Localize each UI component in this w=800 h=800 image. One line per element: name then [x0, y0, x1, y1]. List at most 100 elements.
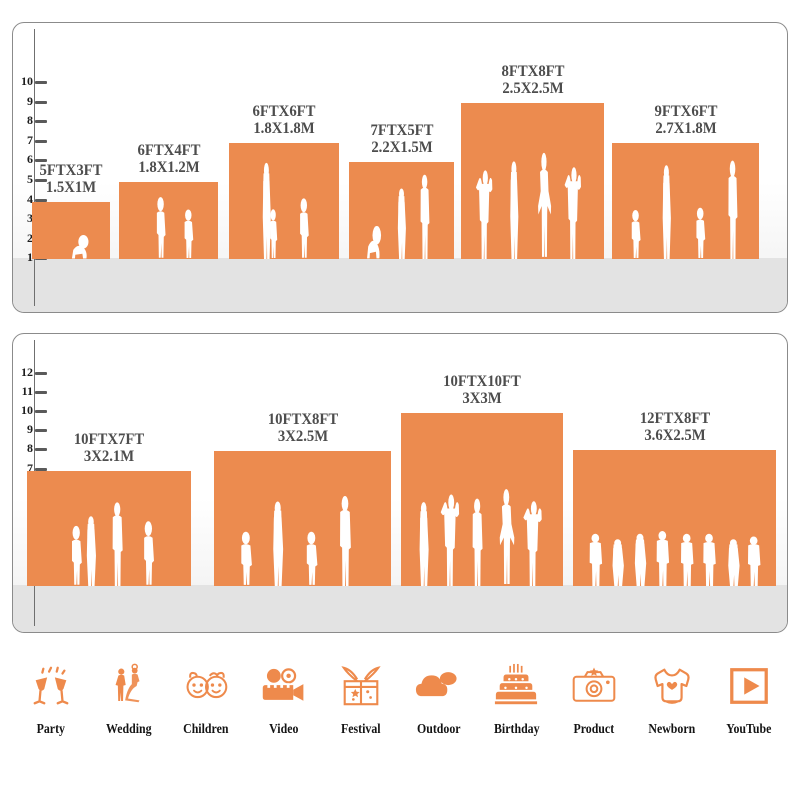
backdrop-size-bar[interactable]	[119, 182, 218, 259]
wedding-couple-icon	[90, 655, 168, 717]
bar-size-label: 10FTX10FT 3X3M	[397, 373, 568, 408]
people-silhouettes	[27, 471, 191, 586]
y-axis-tick-label: 8	[27, 113, 33, 128]
bar-size-label: 5FTX3FT 1.5X1M	[13, 162, 157, 197]
panel-floor	[13, 585, 787, 632]
movie-camera-icon	[245, 655, 323, 717]
use-case-wedding[interactable]: Wedding	[90, 655, 168, 737]
bar-size-meters: 2.2X1.5M	[370, 139, 433, 157]
bar-size-feet: 12FTX8FT	[639, 410, 710, 427]
bar-size-meters: 2.5X2.5M	[501, 80, 564, 98]
backdrop-size-bar[interactable]	[349, 162, 454, 259]
bar-size-feet: 8FTX8FT	[501, 63, 564, 80]
bar-size-label: 10FTX7FT 3X2.1M	[24, 431, 195, 466]
children-faces-icon	[167, 655, 245, 717]
y-axis-tick-label: 4	[27, 191, 33, 206]
play-button-icon	[710, 655, 788, 717]
y-axis-tick-label: 10	[21, 403, 33, 418]
y-axis-tick-label: 8	[27, 441, 33, 456]
bar-size-label: 6FTX4FT 1.8X1.2M	[83, 142, 254, 177]
backdrop-size-bar[interactable]	[229, 143, 339, 259]
backdrop-size-bar[interactable]	[27, 471, 191, 586]
use-case-youtube[interactable]: YouTube	[710, 655, 788, 737]
use-case-product[interactable]: Product	[555, 655, 633, 737]
y-axis-tick-mark	[35, 410, 47, 414]
bar-size-label: 10FTX8FT 3X2.5M	[217, 411, 388, 446]
use-case-label: Newborn	[648, 721, 696, 736]
use-case-label: YouTube	[726, 721, 772, 736]
backdrop-size-bar[interactable]	[32, 202, 110, 259]
y-axis-line	[34, 29, 35, 306]
use-case-label: Festival	[341, 721, 381, 736]
use-case-newborn[interactable]: Newborn	[633, 655, 711, 737]
backdrop-size-bar[interactable]	[573, 450, 776, 586]
birthday-cake-icon	[478, 655, 556, 717]
y-axis-tick-label: 7	[27, 460, 33, 475]
small-medium-backdrops-panel: 10 9 8 7 6 5 4 3 2 1	[12, 22, 788, 313]
people-silhouettes	[229, 143, 339, 259]
y-axis-tick-label: 9	[27, 93, 33, 108]
y-axis-tick-label: 10	[21, 74, 33, 88]
y-axis-tick-label: 11	[21, 384, 33, 399]
panel-floor	[13, 258, 787, 312]
backdrop-size-bar[interactable]	[612, 143, 759, 259]
people-silhouettes	[32, 202, 110, 259]
y-axis-tick-mark	[35, 81, 47, 84]
use-case-outdoor[interactable]: Outdoor	[400, 655, 478, 737]
y-axis-tick-label: 1	[27, 250, 33, 265]
bar-size-meters: 2.7X1.8M	[654, 120, 717, 138]
large-backdrops-panel: 12 11 10 9 8 7 6 5 4 3	[12, 333, 788, 633]
photo-camera-icon	[555, 655, 633, 717]
bar-size-meters: 3.6X2.5M	[643, 427, 706, 445]
y-axis-tick-mark	[35, 391, 47, 395]
use-case-label: Product	[573, 721, 615, 736]
cloud-icon	[400, 655, 478, 717]
use-case-label: Video	[268, 721, 299, 736]
bar-size-meters: 1.5X1M	[45, 179, 97, 197]
y-axis-tick-mark	[35, 198, 47, 202]
people-silhouettes	[573, 450, 776, 586]
y-axis-tick-mark	[35, 179, 47, 182]
y-axis-tick-label: 3	[27, 211, 33, 226]
y-axis-tick-mark	[35, 429, 47, 433]
y-axis-tick-mark	[35, 159, 47, 163]
bar-size-meters: 1.8X1.8M	[253, 120, 315, 138]
people-silhouettes	[119, 182, 218, 259]
backdrop-size-bar[interactable]	[461, 103, 604, 259]
use-case-label: Birthday	[493, 721, 540, 736]
backdrop-size-bar[interactable]	[214, 451, 391, 586]
y-axis-tick-label: 7	[27, 132, 33, 147]
y-axis-tick-mark	[35, 467, 47, 471]
bar-size-label: 12FTX8FT 3.6X2.5M	[589, 410, 760, 445]
use-case-video[interactable]: Video	[245, 655, 323, 737]
y-axis-tick-mark	[35, 100, 47, 104]
use-case-icon-strip: Party Wedding Children	[12, 655, 788, 760]
gift-box-icon	[322, 655, 400, 717]
use-case-party[interactable]: Party	[12, 655, 90, 737]
people-silhouettes	[612, 143, 759, 259]
y-axis-tick-label: 9	[27, 422, 33, 437]
bar-size-meters: 3X2.1M	[83, 448, 135, 466]
bar-size-meters: 1.8X1.2M	[137, 159, 200, 177]
y-axis-tick-mark	[35, 139, 47, 143]
y-axis-tick-mark	[35, 372, 47, 375]
use-case-label: Wedding	[105, 721, 152, 736]
y-axis-tick-mark	[35, 448, 47, 452]
use-case-label: Outdoor	[417, 721, 461, 736]
people-silhouettes	[401, 413, 563, 586]
backdrop-size-bar[interactable]	[401, 413, 563, 586]
bar-size-feet: 10FTX8FT	[267, 411, 338, 428]
y-axis-tick-label: 5	[27, 172, 33, 186]
people-silhouettes	[349, 162, 454, 259]
use-case-festival[interactable]: Festival	[322, 655, 400, 737]
use-case-birthday[interactable]: Birthday	[478, 655, 556, 737]
bar-size-label: 9FTX6FT 2.7X1.8M	[600, 103, 771, 138]
bar-size-meters: 3X2.5M	[277, 428, 328, 446]
y-axis-tick-label: 6	[27, 152, 33, 167]
bar-size-feet: 9FTX6FT	[654, 103, 717, 120]
bar-size-label: 7FTX5FT 2.2X1.5M	[316, 122, 487, 157]
use-case-children[interactable]: Children	[167, 655, 245, 737]
toasting-glasses-icon	[12, 655, 90, 717]
bar-size-feet: 10FTX7FT	[73, 431, 145, 448]
bar-size-feet: 6FTX4FT	[137, 142, 200, 159]
